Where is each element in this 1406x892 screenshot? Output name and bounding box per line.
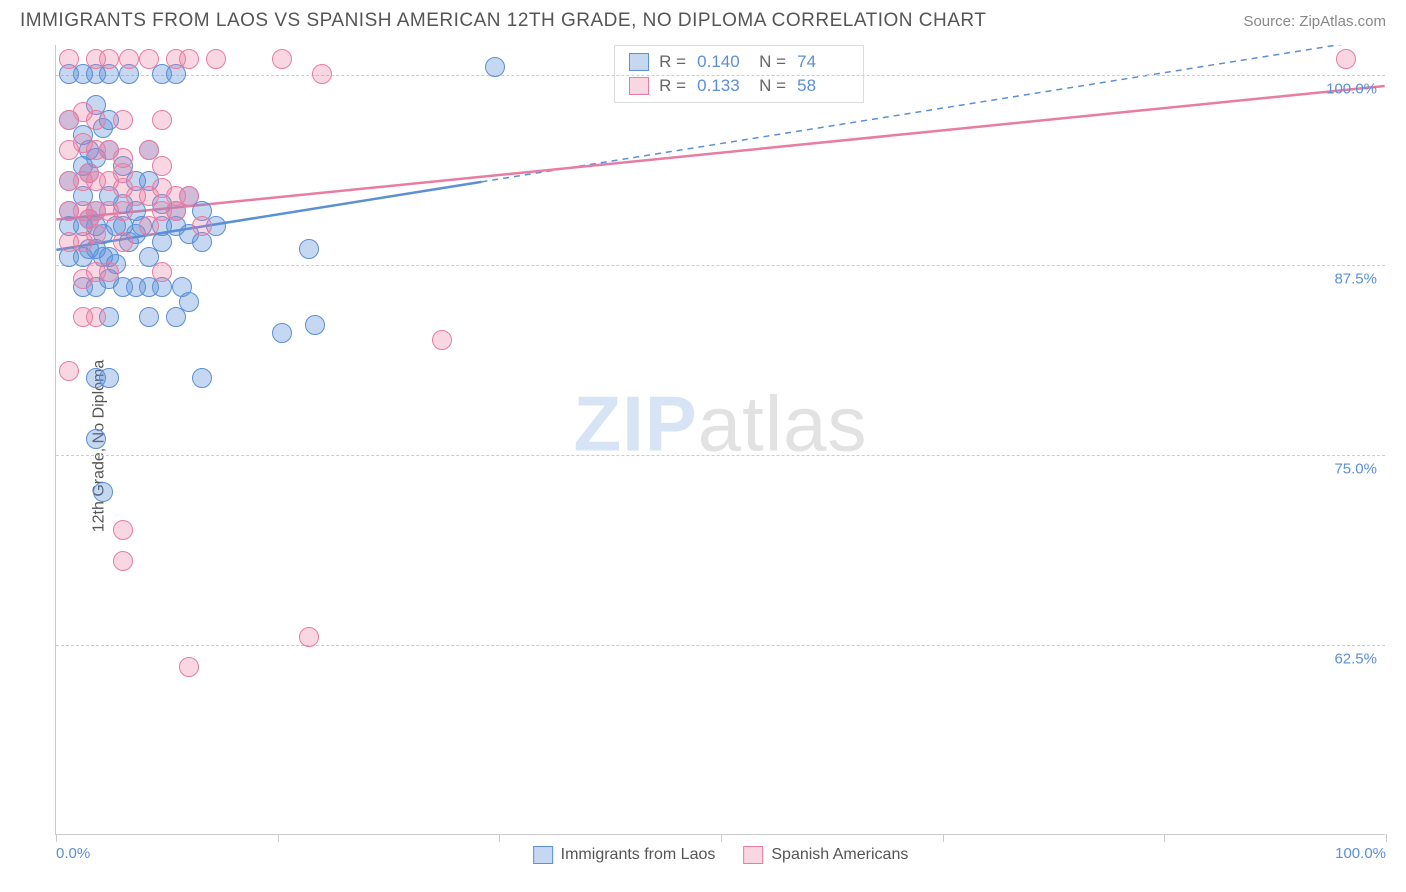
gridline bbox=[56, 645, 1385, 646]
x-tick bbox=[56, 834, 57, 842]
data-point bbox=[93, 482, 113, 502]
x-tick bbox=[278, 834, 279, 842]
data-point bbox=[99, 49, 119, 69]
legend-label: Spanish Americans bbox=[771, 846, 908, 864]
data-point bbox=[86, 224, 106, 244]
data-point bbox=[179, 49, 199, 69]
data-point bbox=[119, 49, 139, 69]
data-point bbox=[432, 330, 452, 350]
data-point bbox=[299, 627, 319, 647]
legend-swatch bbox=[743, 846, 763, 864]
data-point bbox=[86, 307, 106, 327]
y-tick-label: 75.0% bbox=[1334, 461, 1377, 478]
data-point bbox=[99, 368, 119, 388]
data-point bbox=[113, 163, 133, 183]
n-value: 74 bbox=[797, 52, 849, 72]
trend-lines bbox=[56, 45, 1385, 834]
x-tick bbox=[499, 834, 500, 842]
legend-row: R = 0.133 N = 58 bbox=[615, 74, 863, 98]
data-point bbox=[113, 110, 133, 130]
legend-swatch bbox=[629, 53, 649, 71]
series-legend: Immigrants from Laos Spanish Americans bbox=[533, 846, 909, 864]
data-point bbox=[59, 49, 79, 69]
data-point bbox=[139, 49, 159, 69]
legend-swatch bbox=[629, 77, 649, 95]
trend-line-solid bbox=[56, 86, 1384, 220]
data-point bbox=[192, 368, 212, 388]
correlation-legend: R = 0.140 N = 74 R = 0.133 N = 58 bbox=[614, 45, 864, 103]
data-point bbox=[152, 232, 172, 252]
data-point bbox=[113, 232, 133, 252]
legend-item: Immigrants from Laos bbox=[533, 846, 716, 864]
y-tick-label: 100.0% bbox=[1326, 81, 1377, 98]
data-point bbox=[305, 315, 325, 335]
legend-label: Immigrants from Laos bbox=[561, 846, 716, 864]
data-point bbox=[113, 520, 133, 540]
data-point bbox=[86, 110, 106, 130]
data-point bbox=[152, 156, 172, 176]
data-point bbox=[99, 262, 119, 282]
data-point bbox=[299, 239, 319, 259]
x-tick bbox=[721, 834, 722, 842]
x-tick-label: 100.0% bbox=[1335, 845, 1386, 862]
scatter-chart: ZIPatlas R =0.140N =74R =0.133N =58 Immi… bbox=[55, 45, 1385, 835]
data-point bbox=[59, 361, 79, 381]
n-value: 58 bbox=[797, 76, 849, 96]
x-tick-label: 0.0% bbox=[56, 845, 90, 862]
source-label: Source: ZipAtlas.com bbox=[1243, 13, 1386, 30]
data-point bbox=[485, 57, 505, 77]
data-point bbox=[166, 201, 186, 221]
r-value: 0.140 bbox=[697, 52, 749, 72]
data-point bbox=[166, 307, 186, 327]
legend-item: Spanish Americans bbox=[743, 846, 908, 864]
x-tick bbox=[943, 834, 944, 842]
data-point bbox=[152, 262, 172, 282]
data-point bbox=[152, 110, 172, 130]
data-point bbox=[272, 323, 292, 343]
r-label: R = bbox=[659, 52, 687, 72]
legend-row: R = 0.140 N = 74 bbox=[615, 50, 863, 74]
data-point bbox=[206, 49, 226, 69]
x-tick bbox=[1386, 834, 1387, 842]
watermark-zip: ZIP bbox=[573, 379, 697, 467]
data-point bbox=[179, 657, 199, 677]
data-point bbox=[272, 49, 292, 69]
data-point bbox=[113, 201, 133, 221]
data-point bbox=[312, 64, 332, 84]
gridline bbox=[56, 455, 1385, 456]
watermark-atlas: atlas bbox=[698, 379, 868, 467]
gridline bbox=[56, 265, 1385, 266]
chart-title: IMMIGRANTS FROM LAOS VS SPANISH AMERICAN… bbox=[20, 10, 986, 32]
x-tick bbox=[1164, 834, 1165, 842]
y-tick-label: 62.5% bbox=[1334, 651, 1377, 668]
legend-swatch bbox=[533, 846, 553, 864]
y-tick-label: 87.5% bbox=[1334, 271, 1377, 288]
r-value: 0.133 bbox=[697, 76, 749, 96]
n-label: N = bbox=[759, 76, 787, 96]
data-point bbox=[1336, 49, 1356, 69]
n-label: N = bbox=[759, 52, 787, 72]
data-point bbox=[86, 429, 106, 449]
gridline bbox=[56, 75, 1385, 76]
data-point bbox=[113, 551, 133, 571]
data-point bbox=[139, 307, 159, 327]
r-label: R = bbox=[659, 76, 687, 96]
data-point bbox=[192, 216, 212, 236]
